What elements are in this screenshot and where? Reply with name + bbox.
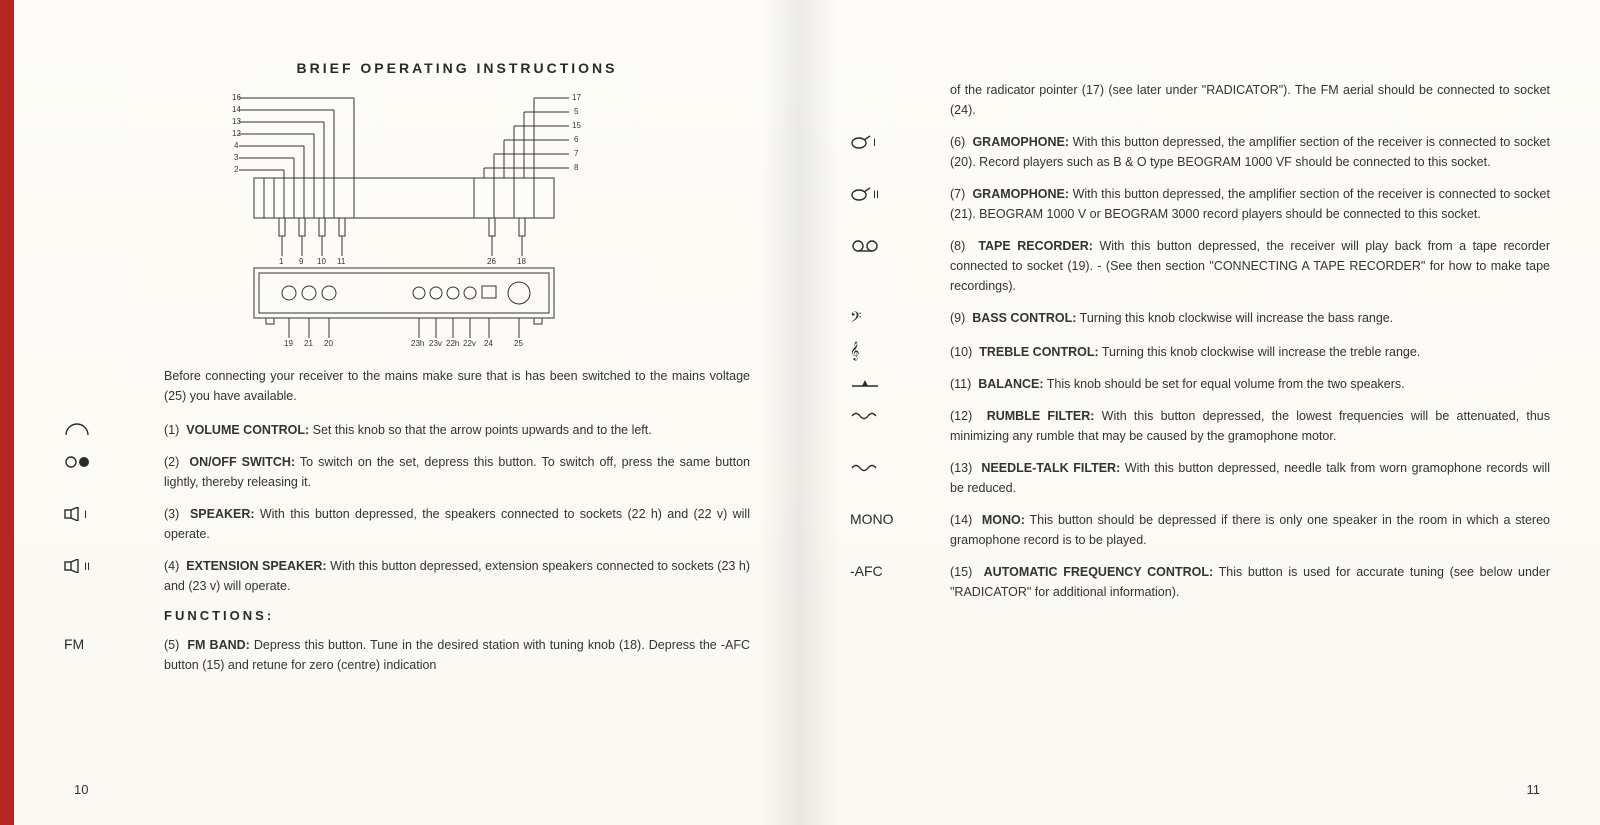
svg-text:II: II bbox=[84, 561, 90, 573]
svg-text:11: 11 bbox=[337, 257, 346, 266]
svg-text:6: 6 bbox=[574, 135, 579, 144]
device-diagram: 161413 12432 17515 678 191011 2618 19212… bbox=[194, 88, 614, 348]
svg-text:3: 3 bbox=[234, 153, 239, 162]
svg-text:I: I bbox=[873, 137, 876, 149]
instruction-entry: I (3) SPEAKER: With this button depressed… bbox=[64, 504, 750, 544]
instruction-entry: 𝄞(10) TREBLE CONTROL: Turning this knob … bbox=[850, 342, 1550, 362]
svg-text:24: 24 bbox=[484, 339, 493, 348]
gram2-icon: II bbox=[850, 184, 950, 224]
instruction-text: (7) GRAMOPHONE: With this button depress… bbox=[950, 184, 1550, 224]
svg-text:1: 1 bbox=[279, 257, 284, 266]
instruction-text: (5) FM BAND: Depress this button. Tune i… bbox=[164, 635, 750, 675]
svg-text:13: 13 bbox=[232, 117, 241, 126]
instruction-text: (2) ON/OFF SWITCH: To switch on the set,… bbox=[164, 452, 750, 492]
svg-text:25: 25 bbox=[514, 339, 523, 348]
instruction-entry: FM(5) FM BAND: Depress this button. Tune… bbox=[64, 635, 750, 675]
left-items-list: (1) VOLUME CONTROL: Set this knob so tha… bbox=[64, 420, 750, 596]
instruction-entry: II (4) EXTENSION SPEAKER: With this butto… bbox=[64, 556, 750, 596]
svg-text:14: 14 bbox=[232, 105, 241, 114]
svg-text:I: I bbox=[84, 509, 87, 521]
svg-text:12: 12 bbox=[232, 129, 241, 138]
right-items-list: of the radicator pointer (17) (see later… bbox=[850, 80, 1550, 602]
svg-text:4: 4 bbox=[234, 141, 239, 150]
instruction-text: (12) RUMBLE FILTER: With this button dep… bbox=[950, 406, 1550, 446]
svg-text:9: 9 bbox=[299, 257, 304, 266]
page-number-right: 11 bbox=[1527, 782, 1541, 797]
instruction-text: (4) EXTENSION SPEAKER: With this button … bbox=[164, 556, 750, 596]
bass-icon: 𝄢 bbox=[850, 308, 950, 330]
instruction-text: (15) AUTOMATIC FREQUENCY CONTROL: This b… bbox=[950, 562, 1550, 602]
svg-text:22h: 22h bbox=[446, 339, 459, 348]
svg-text:19: 19 bbox=[284, 339, 293, 348]
instruction-entry: (1) VOLUME CONTROL: Set this knob so tha… bbox=[64, 420, 750, 440]
instruction-text: (13) NEEDLE-TALK FILTER: With this butto… bbox=[950, 458, 1550, 498]
instruction-entry: II (7) GRAMOPHONE: With this button depre… bbox=[850, 184, 1550, 224]
needle-icon bbox=[850, 458, 950, 498]
svg-text:17: 17 bbox=[572, 93, 581, 102]
instruction-text: (6) GRAMOPHONE: With this button depress… bbox=[950, 132, 1550, 172]
instruction-entry: (2) ON/OFF SWITCH: To switch on the set,… bbox=[64, 452, 750, 492]
svg-text:23h: 23h bbox=[411, 339, 424, 348]
intro-text: Before connecting your receiver to the m… bbox=[164, 366, 750, 406]
svg-text:22v: 22v bbox=[463, 339, 476, 348]
instruction-entry: (13) NEEDLE-TALK FILTER: With this butto… bbox=[850, 458, 1550, 498]
svg-text:20: 20 bbox=[324, 339, 333, 348]
svg-text:II: II bbox=[873, 189, 879, 201]
instruction-text: (10) TREBLE CONTROL: Turning this knob c… bbox=[950, 342, 1550, 362]
instruction-text: (1) VOLUME CONTROL: Set this knob so tha… bbox=[164, 420, 750, 440]
svg-text:5: 5 bbox=[574, 107, 579, 116]
MONO-icon: MONO bbox=[850, 510, 950, 550]
spk2-icon: II bbox=[64, 556, 164, 596]
FM-icon: FM bbox=[64, 635, 164, 675]
instruction-entry: (8) TAPE RECORDER: With this button depr… bbox=[850, 236, 1550, 296]
instruction-text: (3) SPEAKER: With this button depressed,… bbox=[164, 504, 750, 544]
left-functions-list: FM(5) FM BAND: Depress this button. Tune… bbox=[64, 635, 750, 675]
left-page: BRIEF OPERATING INSTRUCTIONS bbox=[0, 0, 800, 825]
instruction-text: (11) BALANCE: This knob should be set fo… bbox=[950, 374, 1550, 394]
instruction-entry: I (6) GRAMOPHONE: With this button depres… bbox=[850, 132, 1550, 172]
svg-text:8: 8 bbox=[574, 163, 579, 172]
instruction-entry: (11) BALANCE: This knob should be set fo… bbox=[850, 374, 1550, 394]
svg-text:23v: 23v bbox=[429, 339, 442, 348]
svg-text:2: 2 bbox=[234, 165, 239, 174]
treble-icon: 𝄞 bbox=[850, 342, 950, 362]
instruction-text: (8) TAPE RECORDER: With this button depr… bbox=[950, 236, 1550, 296]
svg-text:10: 10 bbox=[317, 257, 326, 266]
gram1-icon: I bbox=[850, 132, 950, 172]
onoff-icon bbox=[64, 452, 164, 492]
rumble-icon bbox=[850, 406, 950, 446]
instruction-text: of the radicator pointer (17) (see later… bbox=[950, 80, 1550, 120]
instruction-entry: (12) RUMBLE FILTER: With this button dep… bbox=[850, 406, 1550, 446]
instruction-entry: -AFC(15) AUTOMATIC FREQUENCY CONTROL: Th… bbox=[850, 562, 1550, 602]
svg-text:26: 26 bbox=[487, 257, 496, 266]
svg-text:21: 21 bbox=[304, 339, 313, 348]
instruction-entry: of the radicator pointer (17) (see later… bbox=[850, 80, 1550, 120]
instruction-text: (14) MONO: This button should be depress… bbox=[950, 510, 1550, 550]
page-title: BRIEF OPERATING INSTRUCTIONS bbox=[164, 60, 750, 76]
spk1-icon: I bbox=[64, 504, 164, 544]
instruction-entry: 𝄢(9) BASS CONTROL: Turning this knob clo… bbox=[850, 308, 1550, 330]
page-number-left: 10 bbox=[74, 782, 88, 797]
instruction-text: (9) BASS CONTROL: Turning this knob cloc… bbox=[950, 308, 1550, 330]
svg-text:18: 18 bbox=[517, 257, 526, 266]
svg-text:15: 15 bbox=[572, 121, 581, 130]
right-page: of the radicator pointer (17) (see later… bbox=[800, 0, 1600, 825]
svg-text:16: 16 bbox=[232, 93, 241, 102]
instruction-entry: MONO(14) MONO: This button should be dep… bbox=[850, 510, 1550, 550]
tape-icon bbox=[850, 236, 950, 296]
balance-icon bbox=[850, 374, 950, 394]
functions-heading: FUNCTIONS: bbox=[164, 608, 750, 623]
svg-text:7: 7 bbox=[574, 149, 579, 158]
arc-icon bbox=[64, 420, 164, 440]
-AFC-icon: -AFC bbox=[850, 562, 950, 602]
